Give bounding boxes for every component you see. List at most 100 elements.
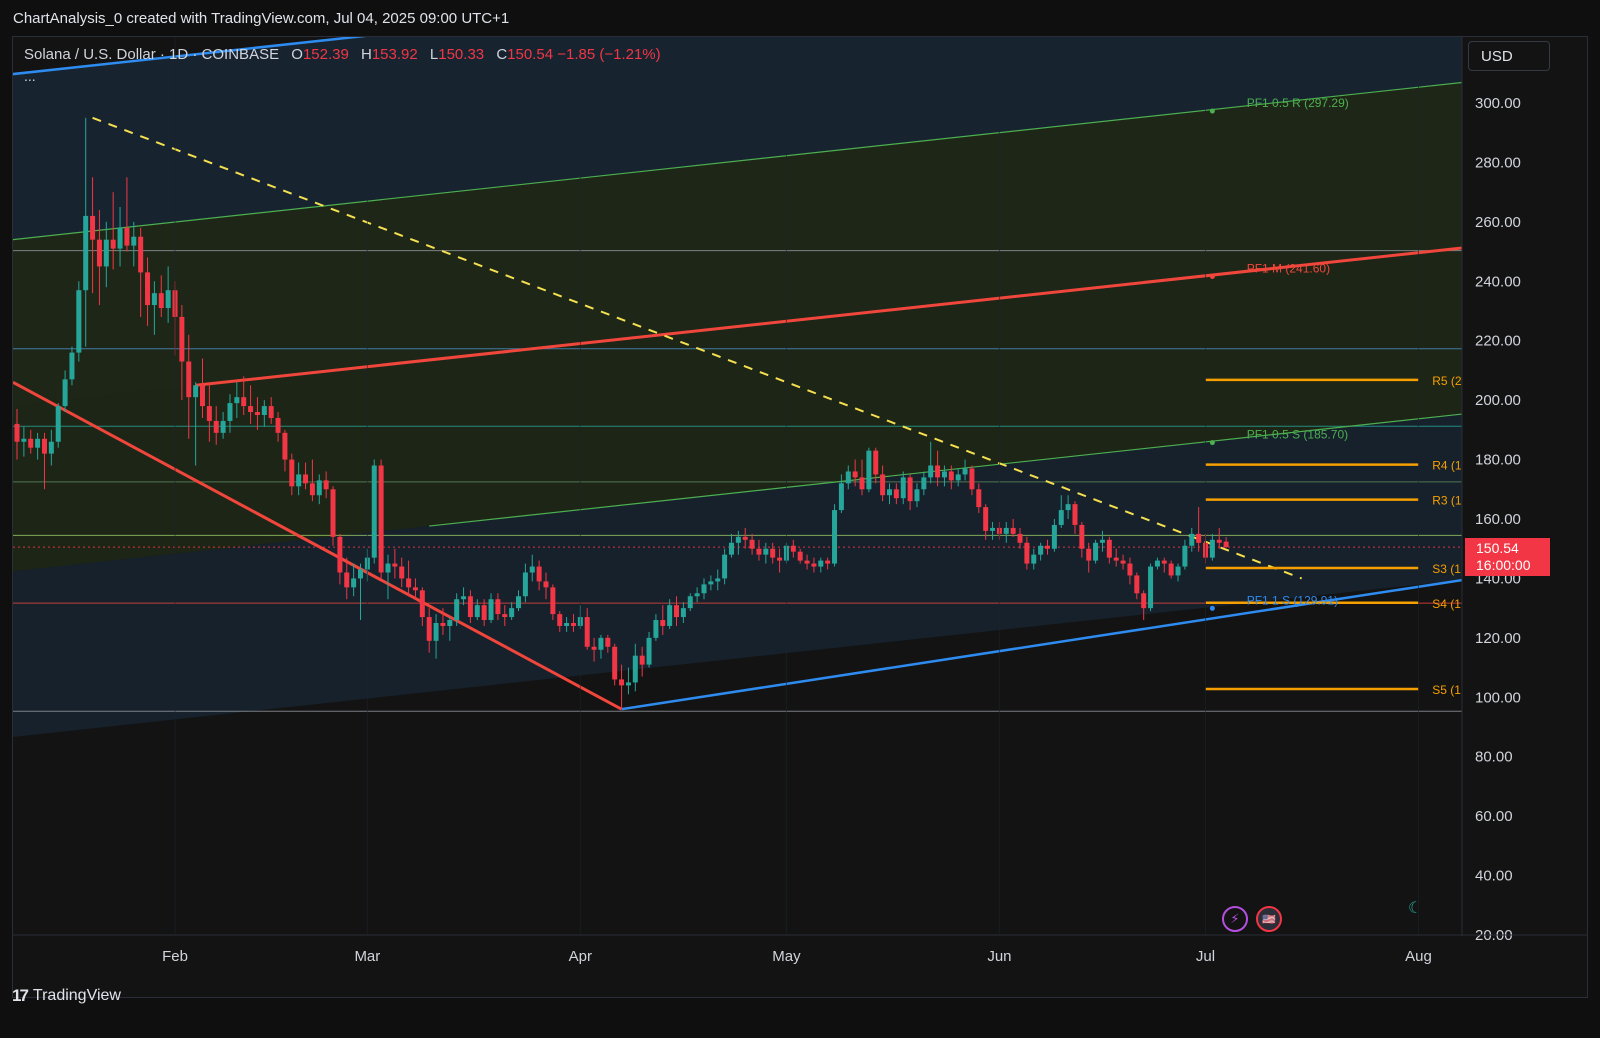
candle-body-131: [914, 489, 920, 502]
candle-body-45: [323, 480, 329, 490]
candle-body-132: [921, 477, 927, 490]
candle-body-103: [722, 554, 728, 579]
candle-body-108: [756, 548, 762, 555]
time-tick-2: Apr: [569, 948, 592, 965]
legend-low-label: L: [429, 46, 439, 63]
candle-body-63: [447, 620, 453, 626]
candle-body-128: [893, 489, 899, 499]
candle-body-107: [749, 539, 755, 549]
candle-body-46: [330, 489, 336, 537]
brand-name: TradingView: [32, 987, 121, 1004]
time-tick-3: May: [772, 948, 801, 965]
candle-body-79: [557, 614, 563, 626]
candle-body-57: [406, 578, 412, 588]
candle-body-34: [248, 406, 254, 413]
candle-body-93: [653, 620, 659, 638]
candle-body-21: [158, 293, 164, 309]
candle-body-5: [48, 441, 54, 454]
candle-body-90: [632, 655, 638, 683]
candle-body-26: [193, 385, 199, 398]
pitchfork-lower-blue-line: [621, 578, 1462, 711]
candle-body-18: [138, 236, 144, 273]
price-tick-0: 300.00: [1475, 95, 1521, 112]
candle-body-105: [735, 536, 741, 543]
pitchfork-marker-1: [1209, 274, 1215, 280]
candle-body-44: [316, 480, 322, 496]
candle-body-38: [275, 417, 281, 433]
legend-more-button[interactable]: ...: [24, 68, 36, 84]
pitchfork-band-lower: [13, 414, 1462, 737]
plot-area: R5 (2 R4 (1 R3 (1 S3 (1 S4 (1 S5 (1 PF1 0.5 R …: [13, 37, 1462, 737]
candle-body-36: [261, 406, 267, 415]
candle-body-11: [90, 215, 96, 240]
candle-body-48: [344, 572, 350, 588]
candle-body-175: [1216, 539, 1222, 543]
chart-frame[interactable]: [12, 36, 1588, 998]
pitchfork-median-line: [195, 246, 1462, 387]
candle-body-52: [371, 465, 377, 558]
time-tick-0: Feb: [162, 948, 188, 965]
price-tick-13: 40.00: [1475, 868, 1513, 885]
candle-body-27: [199, 385, 205, 407]
candle-body-172: [1196, 533, 1202, 543]
candle-body-163: [1134, 575, 1140, 594]
candle-body-13: [103, 239, 109, 267]
candle-body-62: [440, 623, 446, 626]
candle-body-47: [337, 536, 343, 573]
candle-body-53: [378, 465, 384, 573]
candle-body-83: [584, 617, 590, 647]
candle-body-35: [254, 412, 260, 415]
candle-body-162: [1127, 563, 1133, 576]
candle-body-170: [1182, 545, 1188, 567]
currency-button[interactable]: USD: [1468, 41, 1550, 71]
moon-icon[interactable]: ☾: [1408, 900, 1423, 917]
candle-body-7: [62, 379, 68, 407]
symbol-legend[interactable]: Solana / U.S. Dollar · 1D · COINBASE O15…: [24, 46, 661, 63]
legend-symbol: Solana / U.S. Dollar · 1D · COINBASE: [24, 46, 280, 63]
candle-body-118: [825, 560, 831, 564]
pitchfork-handle-line: [13, 380, 623, 711]
candle-body-68: [481, 605, 487, 621]
candle-body-96: [674, 605, 680, 618]
candle-body-49: [351, 578, 357, 588]
candle-body-8: [69, 352, 75, 380]
us-flag-icon[interactable]: 🇺🇸: [1256, 906, 1282, 932]
candle-body-109: [763, 548, 769, 555]
last-price-value: 150.54: [1476, 540, 1519, 556]
pitchfork-band-upper: [13, 82, 1462, 406]
legend-high-label: H: [361, 46, 372, 63]
flash-icon[interactable]: ⚡: [1222, 906, 1248, 932]
candle-body-159: [1106, 539, 1112, 558]
time-tick-5: Jul: [1196, 948, 1215, 965]
price-tick-7: 160.00: [1475, 511, 1521, 528]
candle-body-9: [76, 290, 82, 353]
candle-body-155: [1079, 524, 1085, 549]
candle-body-113: [790, 545, 796, 552]
candle-body-76: [536, 566, 542, 582]
candle-body-66: [467, 596, 473, 618]
candle-body-153: [1065, 504, 1071, 511]
time-tick-4: Jun: [987, 948, 1011, 965]
price-tick-6: 180.00: [1475, 452, 1521, 469]
pitchfork-05r-line: [13, 81, 1462, 241]
candle-body-85: [598, 637, 604, 650]
candle-body-161: [1120, 560, 1126, 564]
pivot-level-label-2: R3 (1: [1432, 494, 1462, 508]
candle-body-14: [110, 239, 116, 249]
pivot-level-label-3: S3 (1: [1432, 562, 1461, 576]
candle-body-124: [866, 450, 872, 490]
candle-body-97: [680, 608, 686, 618]
tradingview-brand[interactable]: 17 TradingView: [12, 986, 121, 1006]
candle-body-122: [852, 471, 858, 478]
legend-open-label: O: [291, 46, 303, 63]
pitchfork-marker-3: [1209, 605, 1215, 611]
price-tick-12: 60.00: [1475, 808, 1513, 825]
candle-body-65: [461, 596, 467, 600]
candle-body-54: [385, 563, 391, 573]
candle-body-150: [1045, 545, 1050, 549]
candle-body-129: [900, 477, 906, 499]
candle-body-22: [165, 290, 171, 309]
candle-body-16: [124, 227, 130, 246]
candle-body-24: [179, 316, 185, 362]
